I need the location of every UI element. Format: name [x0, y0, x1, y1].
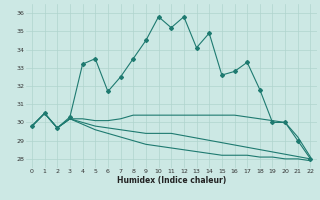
X-axis label: Humidex (Indice chaleur): Humidex (Indice chaleur): [116, 176, 226, 185]
